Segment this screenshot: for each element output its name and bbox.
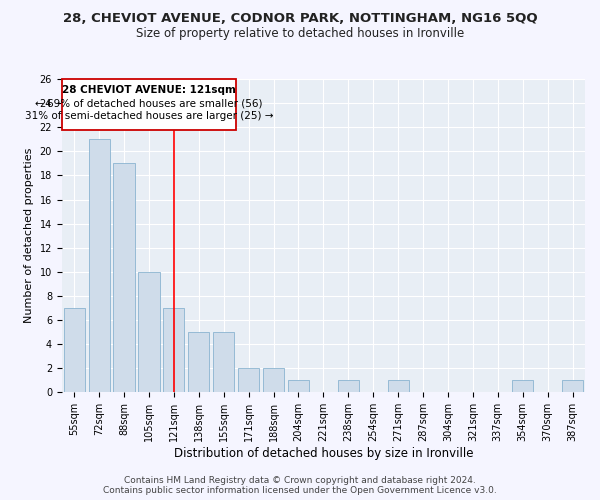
- Bar: [139, 272, 160, 392]
- Bar: [113, 164, 134, 392]
- Text: Size of property relative to detached houses in Ironville: Size of property relative to detached ho…: [136, 28, 464, 40]
- Text: 28, CHEVIOT AVENUE, CODNOR PARK, NOTTINGHAM, NG16 5QQ: 28, CHEVIOT AVENUE, CODNOR PARK, NOTTING…: [62, 12, 538, 26]
- Text: ← 69% of detached houses are smaller (56): ← 69% of detached houses are smaller (56…: [35, 98, 263, 108]
- Bar: [163, 308, 184, 392]
- Bar: [263, 368, 284, 392]
- Text: Contains HM Land Registry data © Crown copyright and database right 2024.: Contains HM Land Registry data © Crown c…: [124, 476, 476, 485]
- Text: 28 CHEVIOT AVENUE: 121sqm: 28 CHEVIOT AVENUE: 121sqm: [62, 85, 236, 95]
- Text: Contains public sector information licensed under the Open Government Licence v3: Contains public sector information licen…: [103, 486, 497, 495]
- Text: 31% of semi-detached houses are larger (25) →: 31% of semi-detached houses are larger (…: [25, 112, 273, 122]
- Bar: [562, 380, 583, 392]
- Bar: [213, 332, 234, 392]
- X-axis label: Distribution of detached houses by size in Ironville: Distribution of detached houses by size …: [173, 447, 473, 460]
- Bar: [338, 380, 359, 392]
- Y-axis label: Number of detached properties: Number of detached properties: [24, 148, 34, 324]
- Bar: [288, 380, 309, 392]
- FancyBboxPatch shape: [62, 79, 236, 130]
- Bar: [188, 332, 209, 392]
- Bar: [64, 308, 85, 392]
- Bar: [512, 380, 533, 392]
- Bar: [238, 368, 259, 392]
- Bar: [89, 140, 110, 392]
- Bar: [388, 380, 409, 392]
